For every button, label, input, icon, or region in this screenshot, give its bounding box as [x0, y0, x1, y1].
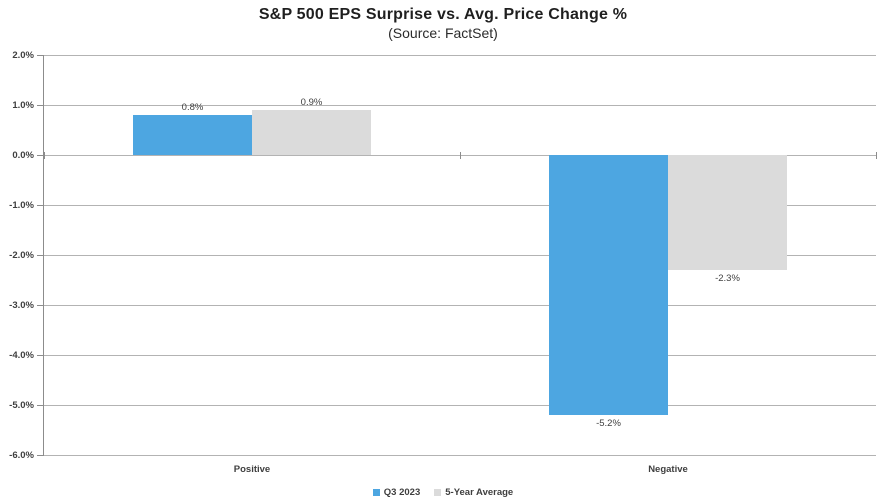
chart-title: S&P 500 EPS Surprise vs. Avg. Price Chan… — [258, 6, 628, 23]
bar-q3-2023-negative — [549, 155, 668, 415]
legend: Q3 2023 5-Year Average — [0, 485, 886, 499]
gridline — [44, 205, 876, 206]
legend-swatch-gray-icon — [434, 488, 442, 496]
y-axis-tick — [37, 305, 44, 306]
category-axis-tick — [460, 152, 461, 159]
bar-value-label: -5.2% — [596, 418, 621, 429]
legend-label: Q3 2023 — [383, 486, 421, 498]
gridline — [44, 355, 876, 356]
y-tick-label: -5.0% — [9, 400, 34, 411]
y-tick-label: 0.0% — [12, 150, 34, 161]
y-axis-tick — [37, 155, 44, 156]
gridline — [44, 405, 876, 406]
y-axis-tick — [37, 105, 44, 106]
y-axis-line — [43, 55, 44, 456]
y-axis-tick — [37, 255, 44, 256]
legend-label: 5-Year Average — [445, 486, 514, 498]
legend-item-5-year-average: 5-Year Average — [434, 487, 513, 498]
category-axis-tick — [876, 152, 877, 159]
legend-swatch-blue-icon — [372, 488, 380, 496]
y-tick-label: -1.0% — [9, 200, 34, 211]
category-label-negative: Negative — [648, 464, 688, 475]
y-axis-tick — [37, 55, 44, 56]
gridline — [44, 455, 876, 456]
gridline — [44, 255, 876, 256]
chart-subtitle: (Source: FactSet) — [388, 25, 498, 41]
y-axis-tick — [37, 405, 44, 406]
y-tick-label: 1.0% — [12, 100, 34, 111]
category-axis-tick — [44, 152, 45, 159]
y-tick-label: 2.0% — [12, 50, 34, 61]
gridline — [44, 305, 876, 306]
gridline — [44, 55, 876, 56]
bar-q3-2023-positive — [133, 115, 252, 155]
bar-5-year-average-negative — [668, 155, 787, 270]
bar-value-label: 0.8% — [181, 102, 204, 113]
y-tick-label: -4.0% — [9, 350, 34, 361]
y-tick-label: -3.0% — [9, 300, 34, 311]
y-axis-tick — [37, 205, 44, 206]
y-tick-label: -2.0% — [9, 250, 34, 261]
y-axis-tick — [37, 355, 44, 356]
bar-value-label: 0.9% — [300, 97, 323, 108]
category-label-positive: Positive — [233, 464, 271, 475]
gridline — [44, 105, 876, 106]
bar-5-year-average-positive — [252, 110, 371, 155]
plot-area: 2.0% 1.0% 0.0% -1.0% -2.0% -3.0% -4.0% -5.0% -6.… — [9, 50, 877, 475]
legend-item-q3-2023: Q3 2023 — [372, 486, 421, 498]
bar-value-label: -2.3% — [715, 273, 740, 284]
y-tick-label: -6.0% — [9, 450, 34, 461]
y-axis-tick — [37, 455, 44, 456]
